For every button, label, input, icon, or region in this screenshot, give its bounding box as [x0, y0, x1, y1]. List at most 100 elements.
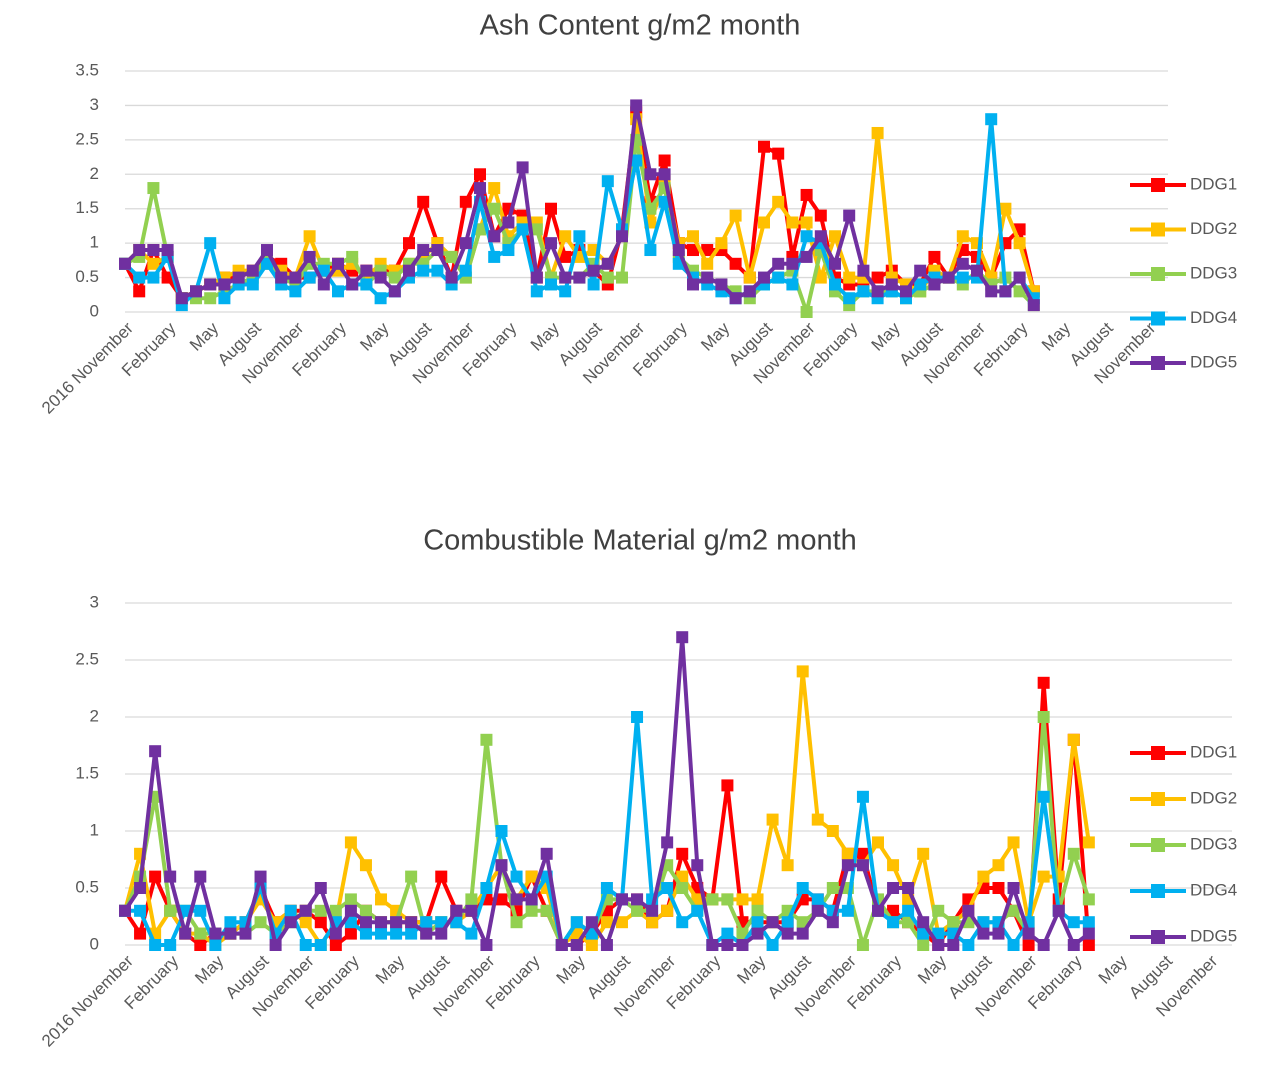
x-tick-label: May [733, 951, 769, 987]
point-marker [999, 202, 1012, 215]
point-marker [502, 216, 515, 229]
point-marker [194, 904, 207, 917]
point-marker [314, 882, 327, 894]
legend-marker [1151, 178, 1165, 192]
point-marker [133, 285, 146, 298]
point-marker [133, 244, 146, 257]
point-marker [1067, 916, 1080, 929]
point-marker [119, 257, 131, 270]
point-marker [134, 904, 147, 917]
point-marker [431, 244, 444, 257]
point-marker [269, 939, 282, 951]
point-marker [691, 859, 704, 872]
point-marker [956, 230, 969, 243]
point-marker [147, 244, 160, 257]
point-marker [928, 278, 941, 291]
point-marker [119, 904, 131, 917]
point-marker [390, 927, 403, 940]
point-marker [811, 893, 824, 906]
point-marker [796, 882, 809, 894]
point-marker [555, 939, 568, 951]
point-marker [510, 870, 523, 883]
point-marker [644, 244, 657, 257]
point-marker [751, 904, 764, 917]
point-marker [570, 939, 583, 951]
point-marker [344, 893, 357, 906]
point-marker [525, 893, 538, 906]
point-marker [246, 278, 259, 291]
point-marker [254, 870, 267, 883]
point-marker [676, 847, 689, 860]
point-marker [360, 278, 373, 291]
point-marker [811, 904, 824, 917]
legend-marker [1151, 356, 1165, 370]
point-marker [781, 859, 794, 872]
point-marker [299, 916, 312, 929]
point-marker [900, 285, 912, 298]
point-marker [332, 285, 344, 298]
point-marker [721, 893, 734, 906]
point-marker [254, 916, 267, 929]
point-marker [736, 893, 749, 906]
point-marker [344, 836, 357, 849]
point-marker [736, 927, 749, 940]
point-marker [942, 271, 955, 284]
point-marker [977, 916, 990, 929]
point-marker [1037, 711, 1050, 723]
point-marker [917, 847, 930, 860]
point-marker [800, 306, 813, 318]
point-marker [928, 250, 941, 263]
point-marker [161, 271, 174, 284]
point-marker [1067, 939, 1080, 951]
point-marker [587, 264, 600, 277]
point-marker [390, 916, 403, 929]
point-marker [359, 859, 372, 872]
y-tick-label: 0 [90, 934, 99, 953]
point-marker [676, 916, 689, 929]
point-marker [450, 904, 463, 917]
point-marker [691, 893, 704, 906]
point-marker [729, 292, 742, 305]
point-marker [751, 916, 764, 929]
point-marker [417, 264, 430, 277]
point-marker [194, 939, 207, 951]
point-marker [826, 882, 839, 894]
point-marker [856, 939, 869, 951]
point-marker [317, 278, 330, 291]
point-marker [729, 257, 742, 270]
point-marker [559, 230, 572, 243]
point-marker [871, 285, 884, 298]
point-marker [329, 927, 342, 940]
point-marker [314, 904, 327, 917]
point-marker [843, 271, 856, 284]
point-marker [1082, 939, 1095, 951]
point-marker [661, 836, 674, 849]
point-marker [164, 870, 177, 883]
point-marker [829, 278, 841, 291]
point-marker [947, 916, 960, 929]
point-marker [766, 916, 779, 929]
point-marker [826, 916, 839, 929]
point-marker [985, 285, 998, 298]
point-marker [1007, 939, 1020, 951]
x-tick-label: May [697, 318, 733, 354]
point-marker [956, 271, 969, 284]
point-marker [530, 271, 543, 284]
point-marker [474, 182, 486, 195]
point-marker [375, 916, 388, 929]
legend-label: DDG3 [1190, 834, 1237, 853]
point-marker [676, 882, 689, 894]
point-marker [261, 257, 273, 270]
point-marker [811, 813, 824, 826]
point-marker [346, 278, 359, 291]
point-marker [646, 904, 659, 917]
point-marker [1082, 927, 1095, 940]
point-marker [573, 230, 586, 243]
point-marker [246, 271, 259, 284]
point-marker [587, 278, 600, 291]
point-marker [480, 939, 493, 951]
point-marker [932, 904, 945, 917]
point-marker [375, 893, 388, 906]
point-marker [417, 195, 430, 208]
y-tick-label: 3.5 [75, 60, 99, 79]
